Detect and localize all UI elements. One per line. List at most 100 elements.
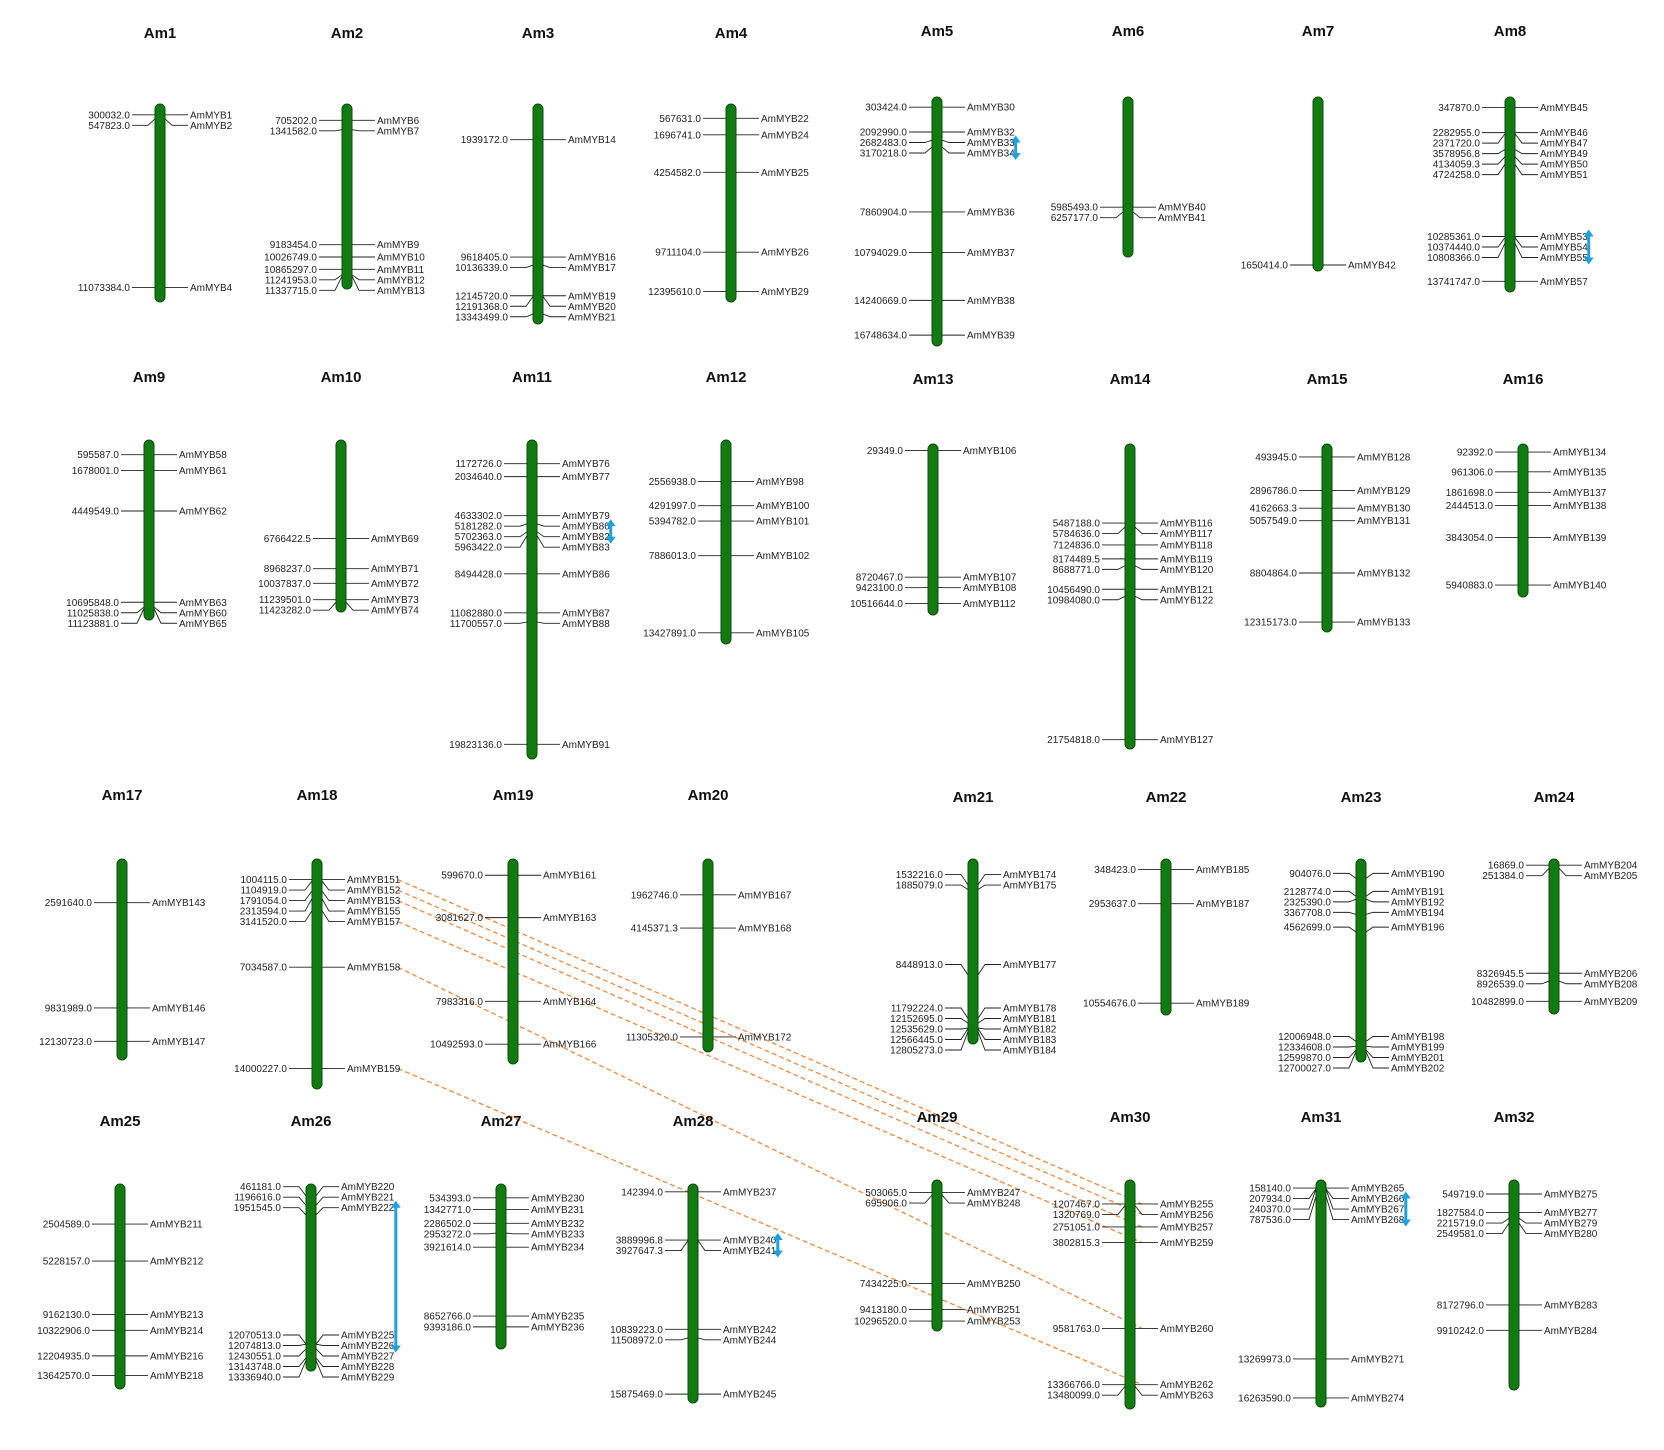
chromosome-bar [526, 439, 538, 760]
gene-label: AmMYB265 [1351, 1184, 1405, 1195]
position-tick [121, 606, 145, 614]
chromosome-am20: Am20 1962746.0 AmMYB167 4145371.3 AmMYB168 11… [626, 787, 792, 1053]
tandem-duplication-arrow [1583, 229, 1594, 265]
gene-tick [315, 1334, 339, 1345]
position-label: 142394.0 [621, 1187, 663, 1198]
gene-marker: 300032.0 AmMYB1 [88, 110, 232, 121]
position-label: 8174489.5 [1053, 554, 1101, 565]
position-label: 303424.0 [865, 103, 907, 114]
gene-label: AmMYB132 [1357, 568, 1411, 579]
tandem-arrow-head-up [772, 1233, 783, 1241]
position-label: 2682483.0 [860, 138, 908, 149]
position-label: 3141520.0 [240, 917, 288, 928]
gene-marker: 12152695.0 AmMYB181 [890, 1014, 1057, 1025]
position-label: 3843054.0 [1446, 533, 1494, 544]
gene-marker: 21754818.0 AmMYB127 [1047, 735, 1214, 746]
gene-label: AmMYB137 [1553, 488, 1607, 499]
position-tick [504, 523, 528, 527]
position-label: 12074813.0 [228, 1341, 281, 1352]
position-label: 1004115.0 [240, 875, 287, 886]
gene-tick [977, 874, 1001, 886]
chromosome-am16: Am16 92392.0 AmMYB134 961306.0 AmMYB135 18616… [1446, 371, 1607, 598]
chromosome-am1: Am1 300032.0 AmMYB1 547823.0 AmMYB2 11073384.… [78, 25, 233, 303]
gene-marker: 2751051.0 AmMYB257 [1053, 1222, 1214, 1233]
gene-marker: 11508972.0 AmMYB244 [611, 1335, 777, 1346]
gene-marker: 10794029.0 AmMYB37 [854, 248, 1015, 259]
position-label: 7434225.0 [860, 1279, 908, 1290]
gene-label: AmMYB116 [1160, 519, 1213, 530]
gene-label: AmMYB26 [761, 248, 809, 259]
gene-marker: 2591640.0 AmMYB143 [45, 898, 206, 909]
position-label: 13269973.0 [1238, 1354, 1291, 1365]
gene-marker: 29349.0 AmMYB106 [867, 446, 1017, 457]
position-label: 5181282.0 [455, 522, 503, 533]
gene-marker: 787536.0 AmMYB268 [1249, 1196, 1405, 1226]
position-label: 10296520.0 [854, 1317, 907, 1328]
chromosome-bar [507, 858, 519, 1065]
position-tick [289, 890, 313, 902]
gene-tick [542, 296, 566, 307]
gene-label: AmMYB151 [347, 875, 401, 886]
chromosome-bar [1124, 443, 1136, 750]
gene-marker: 2444513.0 AmMYB138 [1446, 501, 1607, 512]
gene-marker: 10456490.0 AmMYB121 [1047, 585, 1214, 596]
gene-marker: 9831989.0 AmMYB146 [45, 1003, 206, 1014]
gene-marker: 12566445.0 AmMYB183 [890, 1028, 1057, 1046]
tandem-arrow-head-down [605, 536, 616, 544]
chromosome-am19: Am19 599670.0 AmMYB161 3081627.0 AmMYB163 798… [430, 787, 597, 1065]
position-label: 4134059.3 [1433, 160, 1481, 171]
gene-label: AmMYB80 [562, 522, 610, 533]
gene-marker: 142394.0 AmMYB237 [621, 1187, 777, 1198]
gene-marker: 5940883.0 AmMYB140 [1446, 581, 1607, 592]
gene-tick [536, 535, 560, 548]
gene-marker: 9162130.0 AmMYB213 [43, 1310, 204, 1321]
gene-marker: 12334608.0 AmMYB199 [1278, 1043, 1445, 1054]
position-tick [510, 296, 534, 307]
gene-marker: 1532216.0 AmMYB174 [896, 870, 1057, 886]
chromosome-am15: Am15 493945.0 AmMYB128 2896786.0 AmMYB129 416… [1244, 371, 1411, 633]
position-label: 7983316.0 [436, 997, 484, 1008]
position-label: 6766422.5 [264, 534, 312, 545]
gene-label: AmMYB164 [543, 997, 597, 1008]
position-label: 5702363.0 [455, 532, 503, 543]
chromosome-bar [1321, 443, 1333, 633]
chromosome-bar [931, 1179, 943, 1332]
position-tick [1102, 1386, 1126, 1396]
position-label: 493945.0 [1255, 452, 1297, 463]
gene-marker: 251384.0 AmMYB205 [1482, 867, 1638, 882]
position-label: 9423100.0 [856, 583, 904, 594]
gene-tick [1134, 526, 1158, 535]
gene-label: AmMYB202 [1391, 1064, 1445, 1075]
gene-marker: 4145371.3 AmMYB168 [631, 924, 792, 935]
position-label: 13642570.0 [37, 1371, 90, 1382]
chromosome-am9: Am9 595587.0 AmMYB58 1678001.0 AmMYB61 444954… [66, 369, 227, 630]
chromosome-am11: Am11 1172726.0 AmMYB76 2034640.0 AmMYB77 4633… [449, 369, 610, 760]
gene-label: AmMYB49 [1540, 149, 1588, 160]
chromosome-title: Am18 [297, 787, 338, 804]
position-label: 12334608.0 [1278, 1043, 1331, 1054]
position-label: 11423282.0 [259, 606, 312, 617]
gene-marker: 12204935.0 AmMYB216 [37, 1351, 204, 1362]
chromosome-title: Am19 [493, 787, 534, 804]
gene-marker: 7434225.0 AmMYB250 [860, 1279, 1021, 1290]
gene-label: AmMYB183 [1003, 1035, 1057, 1046]
position-tick [1293, 1196, 1317, 1221]
position-label: 5985493.0 [1051, 203, 1099, 214]
position-label: 5784636.0 [1053, 529, 1101, 540]
gene-label: AmMYB50 [1540, 160, 1588, 171]
gene-marker: 15875469.0 AmMYB245 [610, 1390, 777, 1401]
tandem-duplication-arrow [605, 519, 616, 544]
position-label: 10554676.0 [1083, 999, 1136, 1010]
gene-marker: 14240669.0 AmMYB38 [854, 296, 1015, 307]
gene-label: AmMYB174 [1003, 870, 1057, 881]
gene-label: AmMYB266 [1351, 1194, 1405, 1205]
position-label: 29349.0 [867, 446, 904, 457]
gene-marker: 3927647.3 AmMYB241 [616, 1240, 777, 1257]
gene-label: AmMYB32 [967, 128, 1015, 139]
gene-marker: 9183454.0 AmMYB9 [270, 240, 420, 251]
gene-label: AmMYB230 [531, 1193, 585, 1204]
position-label: 10374440.0 [1427, 242, 1480, 253]
